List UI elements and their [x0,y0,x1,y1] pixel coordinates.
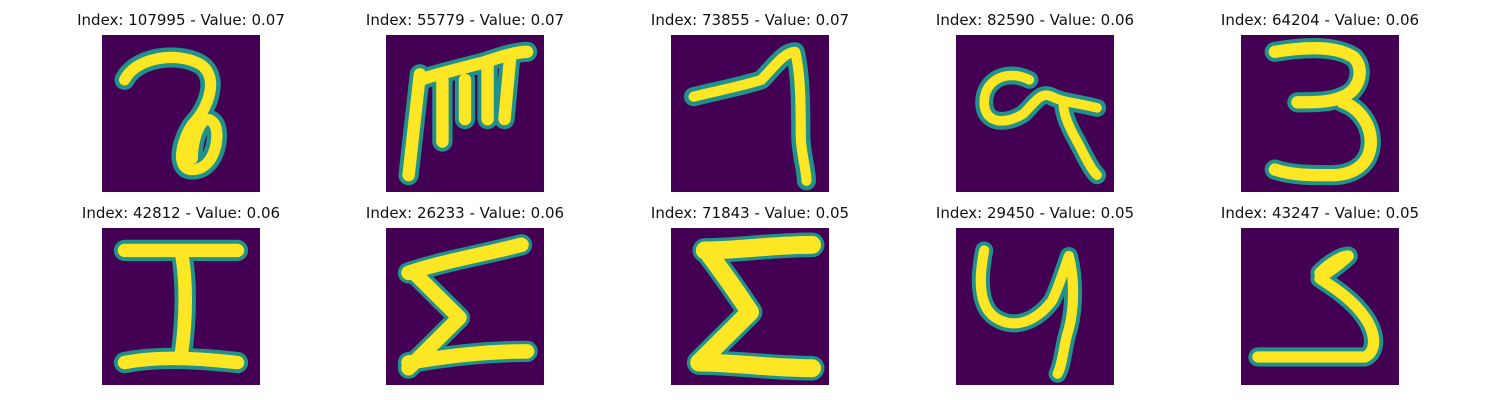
panel-2: Index: 55779 - Value: 0.07 [355,0,575,192]
digit-image [1241,228,1399,385]
panel-title: Index: 107995 - Value: 0.07 [77,11,285,29]
panel-4: Index: 82590 - Value: 0.06 [925,0,1145,192]
panel-10: Index: 43247 - Value: 0.05 [1210,193,1430,385]
panel-6: Index: 42812 - Value: 0.06 [71,193,291,385]
panel-title: Index: 29450 - Value: 0.05 [935,204,1135,222]
panel-title: Index: 42812 - Value: 0.06 [81,204,281,222]
panel-3: Index: 73855 - Value: 0.07 [640,0,860,192]
digit-image [671,228,829,385]
panel-title: Index: 71843 - Value: 0.05 [650,204,850,222]
panel-title: Index: 64204 - Value: 0.06 [1220,11,1420,29]
panel-7: Index: 26233 - Value: 0.06 [355,193,575,385]
panel-1: Index: 107995 - Value: 0.07 [71,0,291,192]
panel-title: Index: 43247 - Value: 0.05 [1220,204,1420,222]
panel-title: Index: 55779 - Value: 0.07 [365,11,565,29]
digit-image [102,35,260,192]
panel-title: Index: 82590 - Value: 0.06 [935,11,1135,29]
digit-image [386,228,544,385]
panel-8: Index: 71843 - Value: 0.05 [640,193,860,385]
digit-image [102,228,260,385]
digit-image [956,228,1114,385]
panel-title: Index: 73855 - Value: 0.07 [650,11,850,29]
digit-image [386,35,544,192]
panel-5: Index: 64204 - Value: 0.06 [1210,0,1430,192]
digit-image [671,35,829,192]
digit-image [956,35,1114,192]
panel-title: Index: 26233 - Value: 0.06 [365,204,565,222]
panel-9: Index: 29450 - Value: 0.05 [925,193,1145,385]
digit-image [1241,35,1399,192]
